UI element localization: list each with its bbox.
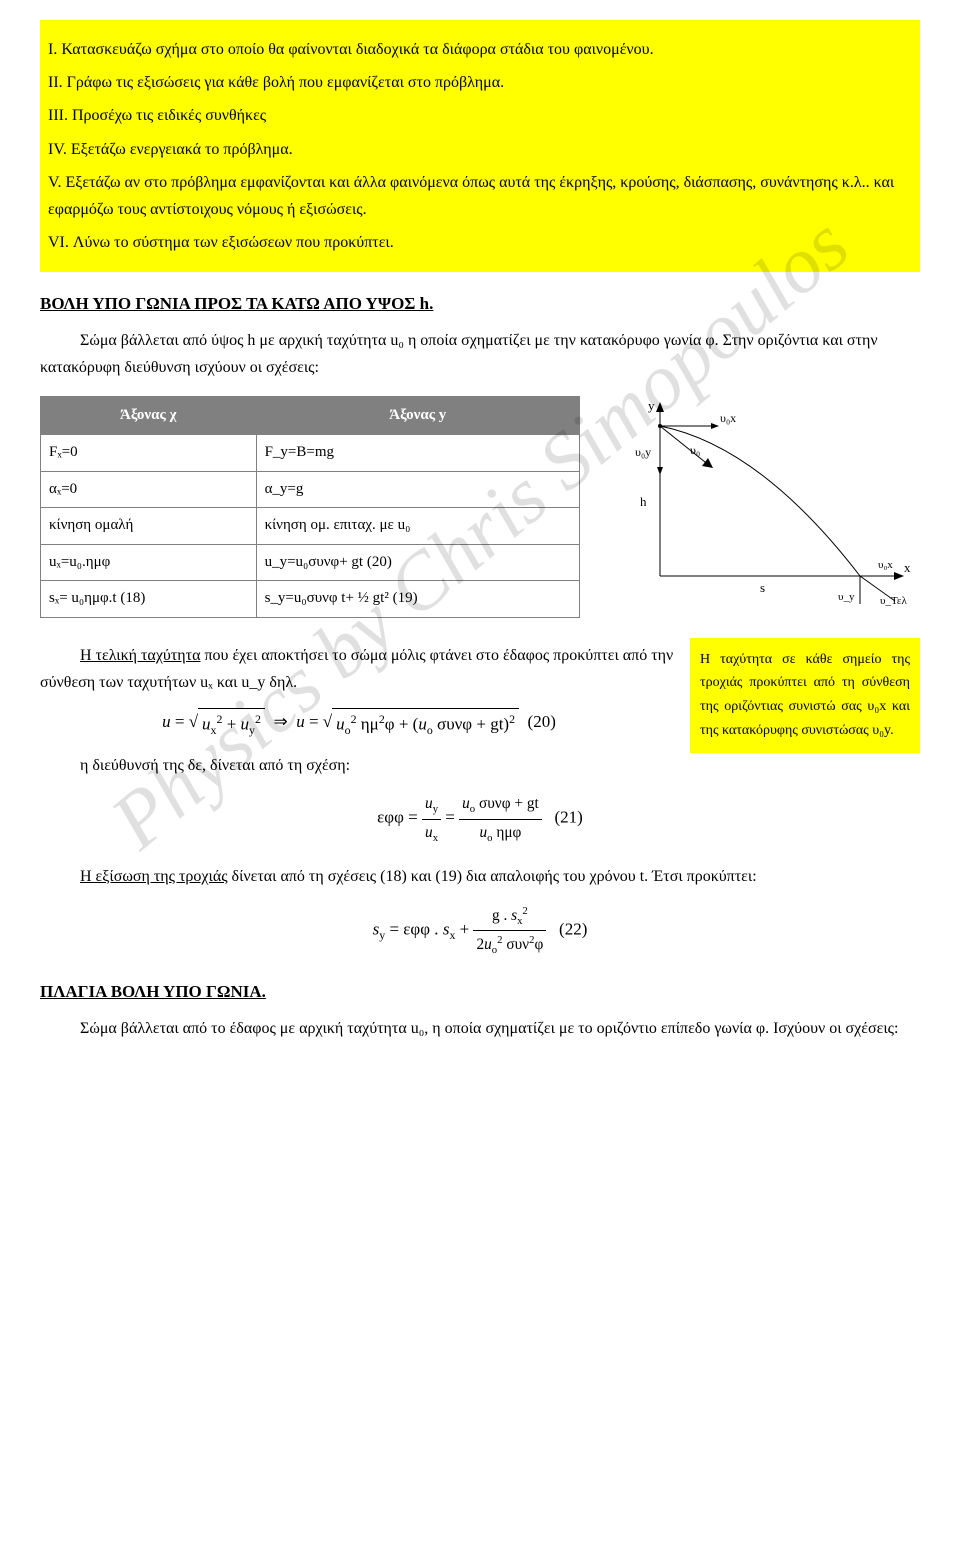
trajectory-eq-para: Η εξίσωση της τροχιάς δίνεται από τη σχέ… [40, 863, 920, 890]
table-row: κίνηση ομαλή κίνηση ομ. επιταχ. με u₀ [41, 508, 580, 545]
cell: α_y=g [256, 471, 579, 508]
cell: u_y=u₀συνφ+ gt (20) [256, 544, 579, 581]
equation-22: sy = εφφ . sx + g . sx22uo2 συν2φ (22) [40, 902, 920, 960]
step-5: V. Εξετάζω αν στο πρόβλημα εμφανίζονται … [48, 169, 912, 223]
section1-title: ΒΟΛΗ ΥΠΟ ΓΩΝΙΑ ΠΡΟΣ ΤΑ ΚΑΤΩ ΑΠΟ ΥΨΟΣ h. [40, 290, 920, 319]
diag-label-u0x2: υ₀x [878, 559, 893, 571]
diag-label-s: s [760, 580, 765, 595]
equation-21: εφφ = uyux = uo συνφ + gtuo ημφ (21) [40, 791, 920, 846]
section2-intro: Σώμα βάλλεται από το έδαφος με αρχική τα… [40, 1015, 920, 1042]
diag-label-uy: υ_y [838, 591, 855, 603]
cell: s_y=u₀συνφ t+ ½ gt² (19) [256, 581, 579, 618]
step-3: III. Προσέχω τις ειδικές συνθήκες [48, 102, 912, 129]
direction-para: η διεύθυνσή της δε, δίνεται από τη σχέση… [40, 752, 920, 779]
cell: uₓ=u₀.ημφ [41, 544, 257, 581]
cell: Fₓ=0 [41, 435, 257, 472]
table-header-y: Άξονας y [256, 396, 579, 435]
cell: αₓ=0 [41, 471, 257, 508]
diag-label-h: h [640, 494, 647, 509]
table-header-x: Άξονας χ [41, 396, 257, 435]
axis-table: Άξονας χ Άξονας y Fₓ=0 F_y=B=mg αₓ=0 α_y… [40, 396, 580, 618]
trajectory-diagram: y x υ₀y υ₀x υ₀ h [620, 396, 920, 613]
diag-label-y: y [648, 398, 655, 413]
diag-label-utel: υ_Τελ [880, 595, 908, 606]
side-note-highlight: Η ταχύτητα σε κάθε σημείο της τροχιάς πρ… [690, 638, 920, 753]
table-row: uₓ=u₀.ημφ u_y=u₀συνφ+ gt (20) [41, 544, 580, 581]
eq22-label: (22) [559, 920, 587, 939]
cell: sₓ= u₀ημφ.t (18) [41, 581, 257, 618]
steps-highlight-box: I. Κατασκευάζω σχήμα στο οποίο θα φαίνον… [40, 20, 920, 272]
table-row: Fₓ=0 F_y=B=mg [41, 435, 580, 472]
trajectory-eq-underline: Η εξίσωση της τροχιάς [80, 868, 228, 885]
step-2: II. Γράφω τις εξισώσεις για κάθε βολή πο… [48, 69, 912, 96]
step-6: VI. Λύνω το σύστημα των εξισώσεων που πρ… [48, 229, 912, 256]
diag-label-u0y: υ₀y [635, 445, 651, 459]
cell: κίνηση ομ. επιταχ. με u₀ [256, 508, 579, 545]
trajectory-eq-rest: δίνεται από τη σχέσεις (18) και (19) δια… [232, 868, 757, 885]
section1-intro: Σώμα βάλλεται από ύψος h με αρχική ταχύτ… [40, 327, 920, 381]
eq21-label: (21) [554, 808, 582, 827]
section2-title: ΠΛΑΓΙΑ ΒΟΛΗ ΥΠΟ ΓΩΝΙΑ. [40, 978, 920, 1007]
diag-label-u0: υ₀ [690, 443, 700, 457]
table-row: sₓ= u₀ημφ.t (18) s_y=u₀συνφ t+ ½ gt² (19… [41, 581, 580, 618]
cell: F_y=B=mg [256, 435, 579, 472]
table-row: αₓ=0 α_y=g [41, 471, 580, 508]
cell: κίνηση ομαλή [41, 508, 257, 545]
diag-label-u0x: υ₀x [720, 411, 736, 425]
step-1: I. Κατασκευάζω σχήμα στο οποίο θα φαίνον… [48, 36, 912, 63]
diag-label-x: x [904, 560, 911, 575]
final-velocity-underline: Η τελική ταχύτητα [80, 647, 200, 664]
step-4: IV. Εξετάζω ενεργειακά το πρόβλημα. [48, 136, 912, 163]
